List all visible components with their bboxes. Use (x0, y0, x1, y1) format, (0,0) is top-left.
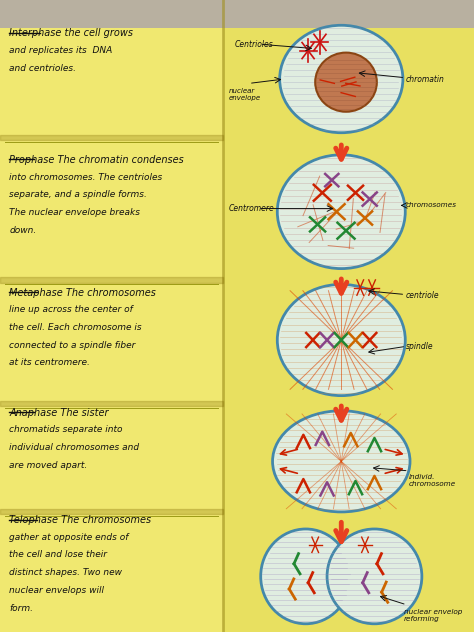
Ellipse shape (273, 411, 410, 512)
Text: the cell. Each chromosome is: the cell. Each chromosome is (9, 323, 142, 332)
Text: and replicates its  DNA: and replicates its DNA (9, 46, 113, 55)
Text: The nuclear envelope breaks: The nuclear envelope breaks (9, 208, 140, 217)
Text: chromosomes: chromosomes (405, 202, 456, 209)
Text: individual chromosomes and: individual chromosomes and (9, 443, 140, 452)
Text: individ.
chromosome: individ. chromosome (409, 474, 456, 487)
Text: nuclear
envelope: nuclear envelope (229, 88, 261, 102)
Text: into chromosomes. The centrioles: into chromosomes. The centrioles (9, 173, 163, 181)
Ellipse shape (315, 52, 377, 112)
Text: chromatin: chromatin (405, 75, 444, 83)
Text: Anaphase The sister: Anaphase The sister (9, 408, 109, 418)
Text: line up across the center of: line up across the center of (9, 305, 133, 314)
Text: and centrioles.: and centrioles. (9, 64, 76, 73)
Bar (223, 28, 474, 632)
Text: the cell and lose their: the cell and lose their (9, 550, 108, 559)
Ellipse shape (277, 155, 405, 269)
Text: connected to a spindle fiber: connected to a spindle fiber (9, 341, 136, 349)
Text: form.: form. (9, 604, 34, 612)
Text: Centromere: Centromere (229, 204, 275, 213)
Bar (0, 0, 474, 28)
Text: separate, and a spindle forms.: separate, and a spindle forms. (9, 190, 147, 199)
Text: nuclear envelops will: nuclear envelops will (9, 586, 104, 595)
Ellipse shape (327, 529, 422, 624)
Bar (0, 28, 223, 632)
Text: Metaphase The chromosomes: Metaphase The chromosomes (9, 288, 156, 298)
Text: Interphase the cell grows: Interphase the cell grows (9, 28, 134, 39)
Text: nuclear envelop
reforming: nuclear envelop reforming (404, 609, 462, 623)
Ellipse shape (277, 284, 405, 396)
Text: Telophase The chromosomes: Telophase The chromosomes (9, 515, 152, 525)
Text: down.: down. (9, 226, 36, 234)
Text: spindle: spindle (406, 342, 434, 351)
Text: Prophase The chromatin condenses: Prophase The chromatin condenses (9, 155, 184, 165)
Text: are moved apart.: are moved apart. (9, 461, 88, 470)
Ellipse shape (280, 25, 403, 133)
Text: at its centromere.: at its centromere. (9, 358, 91, 367)
Text: centriole: centriole (405, 291, 439, 300)
Text: gather at opposite ends of: gather at opposite ends of (9, 533, 129, 542)
Text: Centrioles: Centrioles (235, 40, 273, 49)
Ellipse shape (261, 529, 351, 624)
Text: chromatids separate into: chromatids separate into (9, 425, 123, 434)
Text: distinct shapes. Two new: distinct shapes. Two new (9, 568, 122, 577)
